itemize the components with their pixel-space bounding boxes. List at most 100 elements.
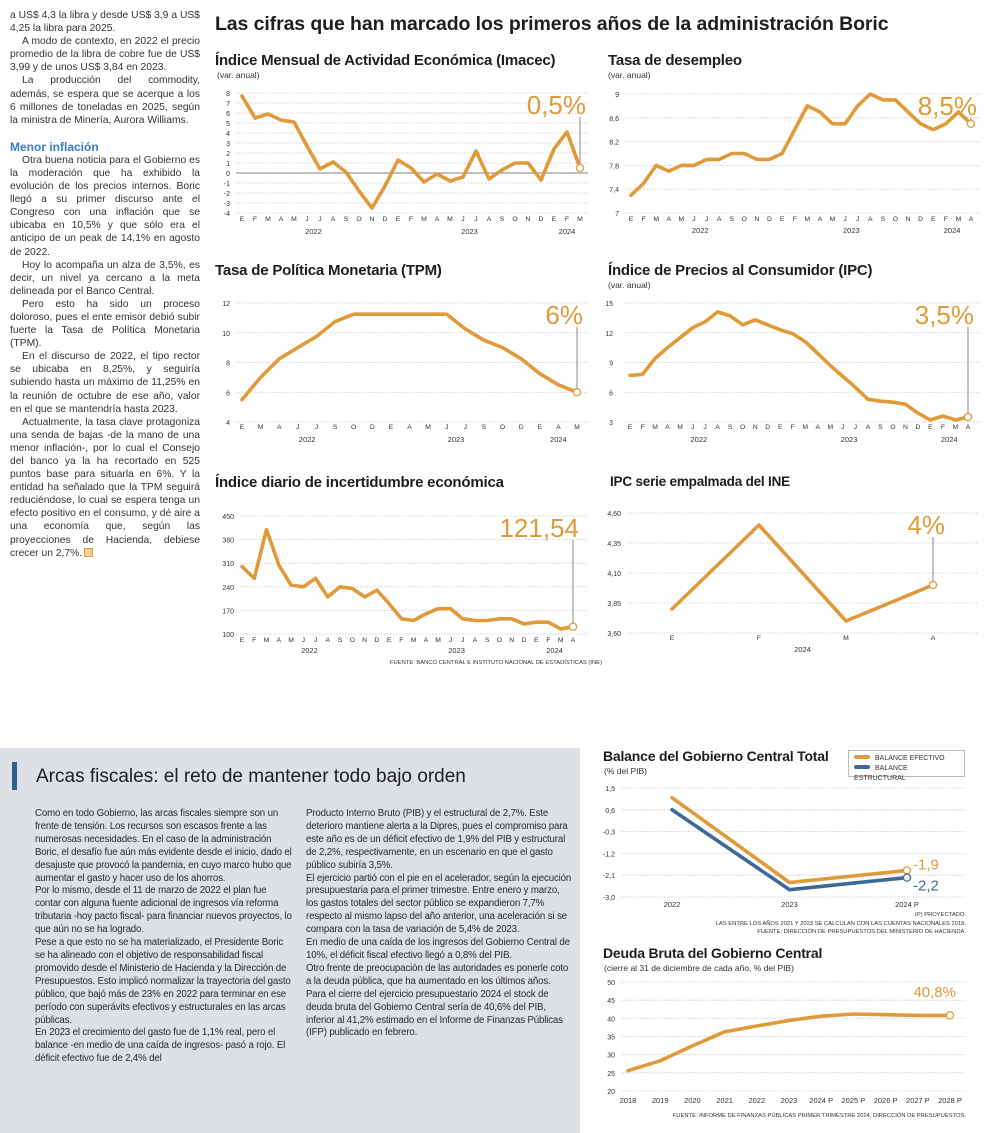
x-tick-label: O <box>500 424 505 431</box>
x-tick-label: A <box>571 637 576 644</box>
x-tick-label: O <box>893 216 898 223</box>
x-tick-label: A <box>931 635 936 642</box>
end-point-marker <box>966 119 976 129</box>
series-line <box>670 807 909 892</box>
y-tick-label: 25 <box>607 1071 615 1078</box>
section-accent-bar <box>12 762 17 790</box>
x-tick-label: 2026 P <box>874 1096 898 1105</box>
y-tick-label: 7 <box>226 101 230 108</box>
y-tick-label: 30 <box>607 1053 615 1060</box>
y-tick-label: 6 <box>226 111 230 118</box>
paragraph: En el discurso de 2022, el tipo rector s… <box>10 351 200 415</box>
year-label: 2022 <box>299 435 316 444</box>
y-tick-label: 15 <box>605 301 613 308</box>
x-tick-label: J <box>445 424 448 431</box>
x-tick-label: M <box>653 216 659 223</box>
x-tick-label: M <box>258 424 264 431</box>
x-tick-label: A <box>277 424 282 431</box>
x-tick-label: M <box>830 216 836 223</box>
y-tick-label: 7,8 <box>609 163 619 170</box>
line-chart: 98,68,27,87,47E F M A M J J A S O N D E F M A M J J A S O N D E F… <box>609 91 980 235</box>
x-tick-label: 2025 P <box>842 1096 866 1105</box>
x-tick-label: A <box>279 216 284 223</box>
x-tick-label: N <box>526 216 531 223</box>
chart-title-incertidumbre: Índice diario de incertidumbre económica <box>215 474 504 491</box>
x-tick-label: 2024 P <box>809 1096 833 1105</box>
x-tick-label: N <box>509 637 514 644</box>
x-tick-label: J <box>464 424 467 431</box>
chart-notes: (P) PROYECTADO. LAS ENTRE LOS AÑOS 2021 … <box>716 911 966 937</box>
year-label: 2022 <box>301 646 318 655</box>
x-tick-label: J <box>461 216 464 223</box>
y-tick-label: 50 <box>607 980 615 987</box>
page-title: Las cifras que han marcado los primeros … <box>215 13 889 35</box>
x-tick-label: F <box>399 637 403 644</box>
x-tick-label: D <box>374 637 379 644</box>
x-tick-label: D <box>522 637 527 644</box>
x-tick-label: A <box>717 216 722 223</box>
x-tick-label: A <box>715 424 720 431</box>
x-tick-label: M <box>291 216 297 223</box>
x-tick-label: M <box>265 216 271 223</box>
x-tick-label: J <box>692 216 695 223</box>
x-tick-label: E <box>552 216 557 223</box>
x-tick-label: E <box>629 216 634 223</box>
x-tick-label: O <box>497 637 502 644</box>
series-end-label: -1,9 <box>913 856 939 873</box>
x-tick-label: M <box>956 216 962 223</box>
chart-title-imacec: Índice Mensual de Actividad Económica (I… <box>215 52 556 69</box>
x-tick-label: 2027 P <box>906 1096 930 1105</box>
x-tick-label: 2023 <box>781 900 798 909</box>
x-tick-label: O <box>740 424 745 431</box>
y-tick-label: 100 <box>222 632 234 639</box>
x-tick-label: F <box>793 216 797 223</box>
x-tick-label: 2019 <box>652 1096 669 1105</box>
x-tick-label: S <box>482 424 487 431</box>
x-tick-label: D <box>767 216 772 223</box>
x-tick-label: E <box>240 424 245 431</box>
chart-subtitle-desempleo: (var. anual) <box>608 70 651 80</box>
y-tick-label: 45 <box>607 998 615 1005</box>
x-tick-label: S <box>878 424 883 431</box>
y-tick-label: 6 <box>226 390 230 397</box>
x-tick-label: J <box>302 637 305 644</box>
paragraph: El ejercicio partió con el pie en el ace… <box>306 872 572 936</box>
x-tick-label: M <box>558 637 564 644</box>
end-point-marker <box>963 412 973 422</box>
x-tick-label: D <box>765 424 770 431</box>
x-tick-label: F <box>757 635 761 642</box>
x-tick-label: N <box>903 424 908 431</box>
paragraph: Hoy lo acompaña un alza de 3,5%, es deci… <box>10 259 200 297</box>
y-tick-label: -2 <box>224 191 230 198</box>
x-tick-label: N <box>753 424 758 431</box>
chart-title-deuda: Deuda Bruta del Gobierno Central <box>603 945 823 961</box>
y-tick-label: 40 <box>607 1016 615 1023</box>
highlight-value: 0,5% <box>527 90 586 120</box>
y-tick-label: 7,4 <box>609 187 619 194</box>
year-label: 2024 <box>941 435 958 444</box>
paragraph: Como en todo Gobierno, las arcas fiscale… <box>35 808 292 884</box>
x-tick-label: D <box>915 424 920 431</box>
x-tick-label: A <box>969 216 974 223</box>
x-tick-label: 2024 P <box>895 900 919 909</box>
y-tick-label: 8,2 <box>609 140 619 147</box>
y-tick-label: 10 <box>222 331 230 338</box>
highlight-value: 8,5% <box>918 91 977 121</box>
legend-item: BALANCE ESTRUCTURAL <box>854 764 959 784</box>
x-tick-label: S <box>728 424 733 431</box>
x-tick-label: O <box>742 216 747 223</box>
x-tick-label: E <box>534 637 539 644</box>
year-label: 2024 <box>944 226 961 235</box>
x-tick-label: M <box>802 424 808 431</box>
y-tick-label: -1,2 <box>603 851 615 858</box>
paragraph: Por lo mismo, desde el 11 de marzo de 20… <box>35 885 292 936</box>
x-tick-label: A <box>326 637 331 644</box>
paragraph: Para el cierre del ejercicio presupuesta… <box>306 988 563 1039</box>
year-label: 2022 <box>305 227 322 236</box>
year-label: 2024 <box>794 645 811 654</box>
legend-label: BALANCE ESTRUCTURAL <box>854 765 908 782</box>
x-tick-label: J <box>691 424 694 431</box>
y-tick-label: 3,60 <box>607 631 621 638</box>
